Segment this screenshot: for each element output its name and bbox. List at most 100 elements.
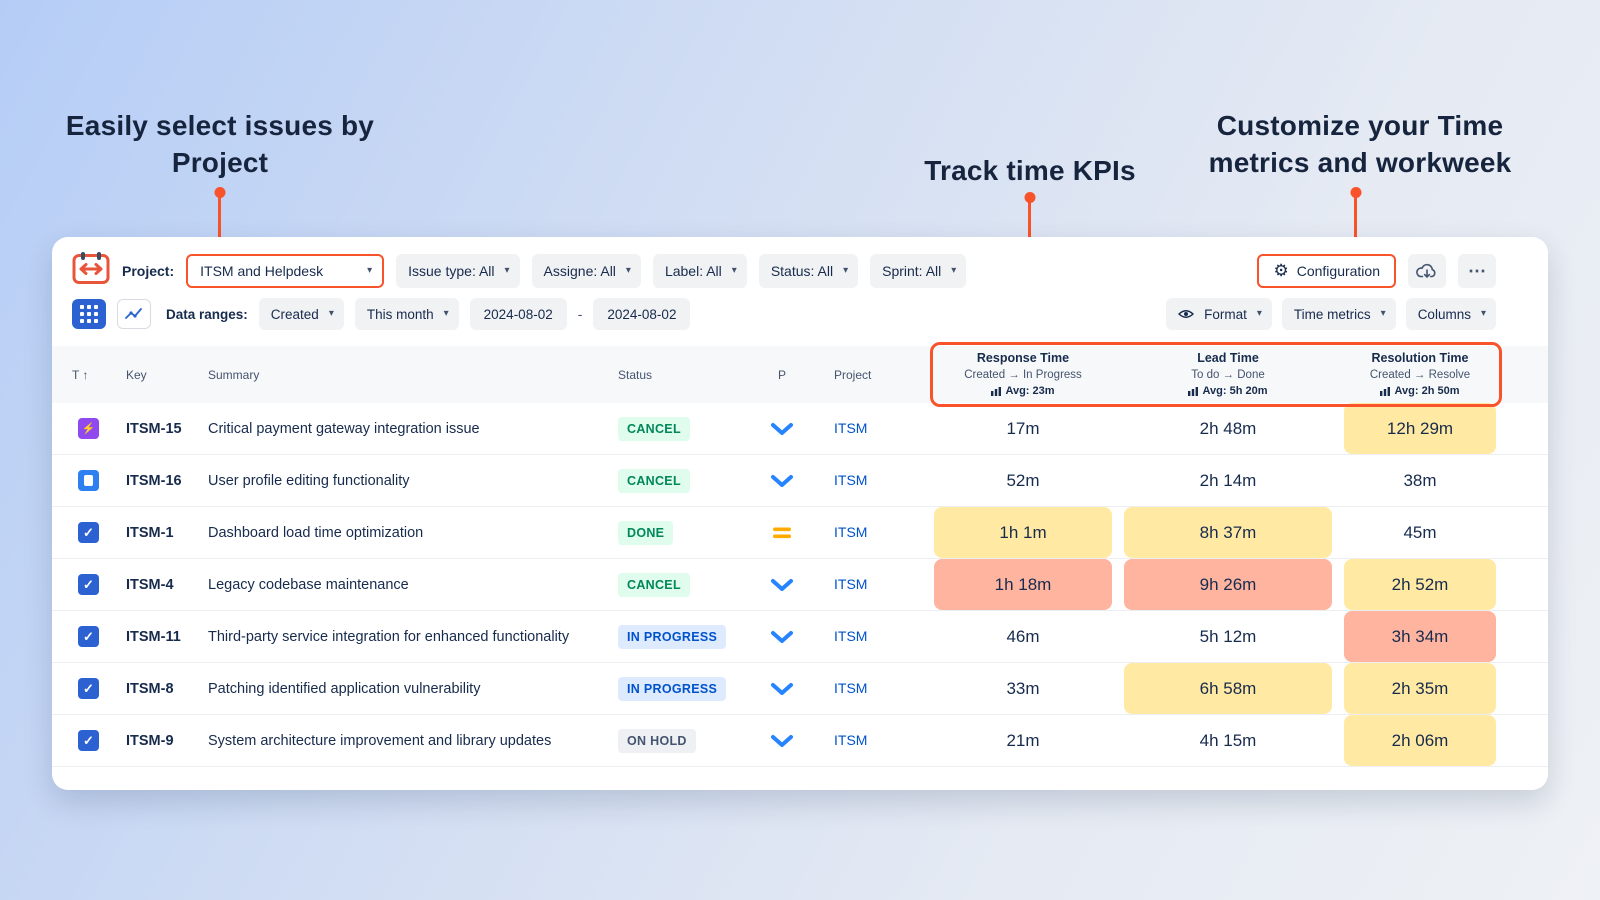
project-link[interactable]: ITSM <box>834 680 868 696</box>
filter-label: Sprint: All <box>882 262 942 279</box>
filter-sprint[interactable]: Sprint: All ▾ <box>870 253 967 288</box>
avg-bars-icon <box>991 387 1002 397</box>
chevron-down-icon: ▾ <box>504 264 510 276</box>
filter-label: Label: All <box>664 262 722 279</box>
project-link[interactable]: ITSM <box>834 576 868 592</box>
period-value: This month <box>366 306 434 322</box>
project-link[interactable]: ITSM <box>834 732 868 748</box>
issue-summary: Dashboard load time optimization <box>208 524 424 541</box>
response-time-value: 1h 18m <box>934 559 1112 610</box>
resolution-time-header: Resolution Time Created → Resolve Avg: 2… <box>1369 351 1471 398</box>
columns-select[interactable]: Columns ▾ <box>1405 298 1496 330</box>
priority-medium-equals-icon <box>773 527 791 538</box>
table-row[interactable]: ITSM-15 Critical payment gateway integra… <box>52 403 1548 455</box>
avg-bars-icon <box>1188 387 1199 397</box>
table-row[interactable]: ITSM-9 System architecture improvement a… <box>52 715 1548 767</box>
issue-summary: Third-party service integration for enha… <box>208 628 570 645</box>
type-sort-header[interactable]: T ↑ <box>72 368 114 382</box>
chevron-down-icon: ▾ <box>843 264 849 276</box>
table-row[interactable]: ITSM-8 Patching identified application v… <box>52 663 1548 715</box>
issue-summary: System architecture improvement and libr… <box>208 732 552 749</box>
callout-pointer-right <box>1354 197 1357 251</box>
calendar-arrows-icon <box>72 252 110 284</box>
eye-icon <box>1178 310 1195 318</box>
key-header: Key <box>126 367 147 382</box>
summary-header: Summary <box>208 367 260 382</box>
table-row[interactable]: ITSM-1 Dashboard load time optimization … <box>52 507 1548 559</box>
avg-bars-icon <box>1380 387 1391 397</box>
issue-key: ITSM-8 <box>126 680 174 697</box>
priority-low-chevron-icon <box>771 578 793 591</box>
callout-track-time-kpis: Track time KPIs <box>924 155 1136 186</box>
filter-assignee[interactable]: Assigne: All ▾ <box>531 253 641 288</box>
table-row[interactable]: ITSM-11 Third-party service integration … <box>52 611 1548 663</box>
filter-label: Issue type: All <box>408 262 495 279</box>
issue-type-icon <box>78 626 99 647</box>
status-badge: IN PROGRESS <box>618 676 727 701</box>
resolution-time-value: 45m <box>1403 522 1437 542</box>
group-by-select[interactable]: Created ▾ <box>258 298 344 330</box>
resolution-time-value: 2h 35m <box>1344 663 1496 714</box>
issue-key: ITSM-16 <box>126 472 182 489</box>
table-row[interactable]: ITSM-16 User profile editing functionali… <box>52 455 1548 507</box>
resolution-time-value: 2h 06m <box>1344 715 1496 766</box>
chart-icon <box>125 308 142 319</box>
more-button[interactable]: ⋯ <box>1458 253 1496 288</box>
lead-time-header: Lead Time To do → Done Avg: 5h 20m <box>1124 350 1332 398</box>
filter-issue-type[interactable]: Issue type: All ▾ <box>396 253 520 288</box>
project-select[interactable]: ITSM and Helpdesk ▾ <box>186 253 385 288</box>
filter-label-dropdown[interactable]: Label: All ▾ <box>652 253 747 288</box>
status-badge: DONE <box>618 520 674 545</box>
project-link[interactable]: ITSM <box>834 472 868 488</box>
chevron-down-icon: ▾ <box>1256 308 1262 319</box>
app-card: Project: ITSM and Helpdesk ▾ Issue type:… <box>52 237 1548 790</box>
callout-select-by-project: Easily select issues by Project <box>65 110 375 178</box>
status-badge: CANCEL <box>618 572 690 597</box>
response-time-value: 52m <box>1006 470 1040 490</box>
lead-time-value: 2h 48m <box>1199 418 1257 438</box>
callout-customize-metrics: Customize your Time metrics and workweek <box>1208 110 1512 178</box>
resolution-time-value: 3h 34m <box>1344 611 1496 662</box>
toolbar-secondary: Data ranges: Created ▾ This month ▾ 2024… <box>52 298 1548 340</box>
format-select[interactable]: Format ▾ <box>1166 298 1272 330</box>
toolbar-primary: Project: ITSM and Helpdesk ▾ Issue type:… <box>52 237 1548 298</box>
issue-key: ITSM-4 <box>126 576 174 593</box>
lead-time-value: 2h 14m <box>1199 470 1257 490</box>
priority-icon <box>754 663 810 714</box>
chart-view-button[interactable] <box>117 299 151 329</box>
filter-status[interactable]: Status: All ▾ <box>758 253 859 288</box>
resolution-time-value: 38m <box>1403 470 1437 490</box>
date-from-input[interactable]: 2024-08-02 <box>469 298 567 330</box>
table-row[interactable]: ITSM-4 Legacy codebase maintenance CANCE… <box>52 559 1548 611</box>
project-link[interactable]: ITSM <box>834 420 868 436</box>
time-metrics-select[interactable]: Time metrics ▾ <box>1281 298 1396 330</box>
configuration-button[interactable]: ⚙ Configuration <box>1257 253 1396 288</box>
lead-time-value: 5h 12m <box>1199 626 1257 646</box>
status-badge: IN PROGRESS <box>618 624 727 649</box>
priority-icon <box>754 611 810 662</box>
export-button[interactable] <box>1408 253 1446 288</box>
response-time-value: 33m <box>1006 678 1040 698</box>
date-to-input[interactable]: 2024-08-02 <box>593 298 691 330</box>
issue-summary: Legacy codebase maintenance <box>208 576 409 593</box>
time-metrics-label: Time metrics <box>1293 306 1371 322</box>
issue-type-icon <box>78 522 99 543</box>
issue-summary: User profile editing functionality <box>208 472 410 489</box>
chevron-down-icon: ▾ <box>367 264 373 276</box>
priority-low-chevron-icon <box>771 734 793 747</box>
grid-view-button[interactable] <box>72 299 106 329</box>
issue-type-icon <box>78 730 99 751</box>
period-select[interactable]: This month ▾ <box>354 298 459 330</box>
status-badge: ON HOLD <box>618 728 696 753</box>
app-logo <box>72 251 110 290</box>
priority-icon <box>754 507 810 558</box>
project-link[interactable]: ITSM <box>834 628 868 644</box>
issue-type-icon <box>78 678 99 699</box>
gear-icon: ⚙ <box>1273 261 1289 280</box>
project-link[interactable]: ITSM <box>834 524 868 540</box>
response-time-value: 21m <box>1006 730 1040 750</box>
chevron-down-icon: ▾ <box>951 264 957 276</box>
project-select-value: ITSM and Helpdesk <box>200 262 324 279</box>
priority-low-chevron-icon <box>771 474 793 487</box>
type-sort-label: T <box>72 367 80 382</box>
